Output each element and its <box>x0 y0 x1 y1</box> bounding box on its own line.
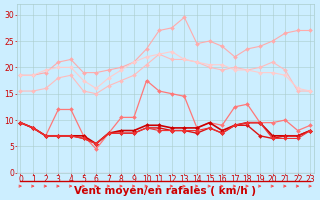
X-axis label: Vent moyen/en rafales ( km/h ): Vent moyen/en rafales ( km/h ) <box>75 186 256 196</box>
